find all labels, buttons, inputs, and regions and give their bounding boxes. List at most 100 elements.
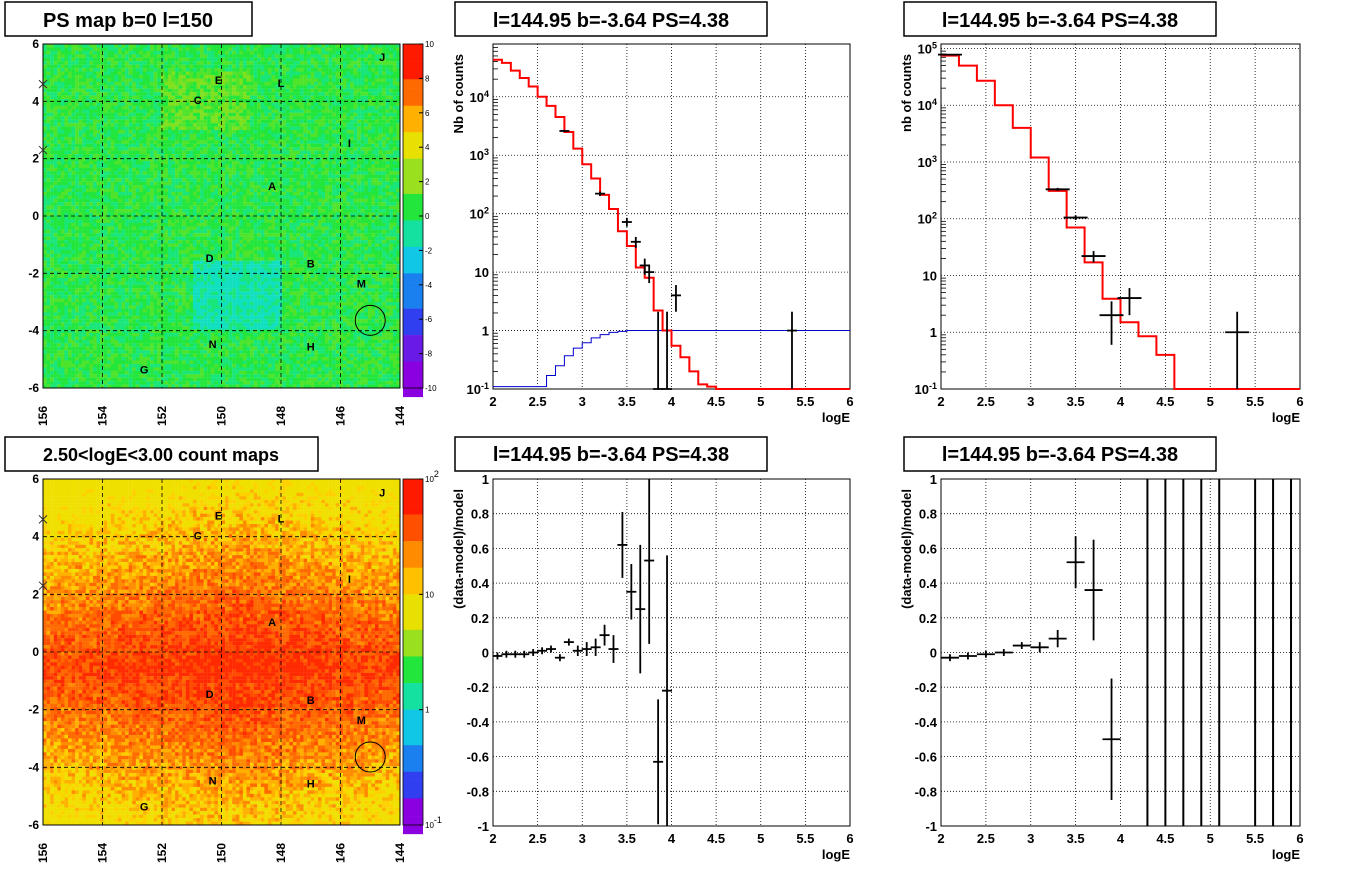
heatmap-cell: [310, 105, 315, 110]
heatmap-cell: [246, 130, 251, 134]
heatmap-cell: [214, 119, 219, 124]
heatmap-cell: [260, 140, 265, 144]
heatmap-cell: [335, 154, 340, 158]
heatmap-cell: [60, 167, 65, 172]
heatmap-cell: [282, 99, 286, 103]
heatmap-cell: [103, 74, 108, 79]
heatmap-cell: [296, 64, 301, 69]
heatmap-cell: [246, 126, 251, 131]
heatmap-cell: [314, 109, 319, 113]
heatmap-cell: [221, 150, 226, 155]
heatmap-cell: [232, 71, 236, 76]
heatmap-cell: [92, 95, 97, 100]
heatmap-cell: [367, 202, 372, 206]
heatmap-cell: [57, 164, 61, 168]
heatmap-cell: [275, 50, 279, 55]
heatmap-cell: [150, 99, 154, 103]
heatmap-cell: [275, 109, 279, 113]
heatmap-cell: [153, 209, 158, 213]
heatmap-cell: [357, 81, 361, 86]
heatmap-cell: [346, 116, 351, 120]
heatmap-cell: [128, 150, 133, 155]
heatmap-cell: [171, 64, 176, 69]
heatmap-cell: [60, 209, 65, 213]
heatmap-cell: [257, 123, 261, 127]
heatmap-cell: [146, 112, 151, 117]
heatmap-cell: [278, 195, 283, 199]
heatmap-cell: [271, 185, 276, 189]
heatmap-cell: [82, 171, 86, 175]
heatmap-cell: [221, 191, 226, 196]
heatmap-cell: [285, 150, 290, 155]
heatmap-cell: [153, 123, 158, 127]
heatmap-cell: [110, 191, 115, 196]
heatmap-cell: [257, 74, 261, 79]
heatmap-cell: [85, 112, 90, 117]
heatmap-cell: [364, 178, 369, 182]
heatmap-cell: [96, 61, 101, 65]
heatmap-cell: [282, 88, 286, 93]
heatmap-cell: [310, 174, 315, 179]
heatmap-cell: [50, 188, 54, 193]
heatmap-cell: [317, 195, 322, 199]
heatmap-cell: [135, 92, 140, 96]
heatmap-cell: [164, 71, 169, 76]
heatmap-cell: [160, 109, 165, 113]
heatmap-cell: [242, 71, 247, 76]
heatmap-cell: [110, 205, 115, 210]
heatmap-cell: [210, 198, 215, 203]
heatmap-cell: [146, 95, 151, 100]
heatmap-cell: [332, 78, 336, 82]
heatmap-cell: [146, 143, 151, 148]
heatmap-cell: [389, 188, 394, 193]
heatmap-cell: [285, 123, 290, 127]
heatmap-cell: [350, 95, 354, 100]
heatmap-cell: [67, 54, 72, 58]
heatmap-cell: [50, 44, 54, 48]
heatmap-cell: [339, 64, 344, 69]
heatmap-cell: [128, 54, 133, 58]
heatmap-cell: [185, 164, 190, 168]
heatmap-cell: [178, 64, 183, 69]
heatmap-cell: [178, 85, 183, 89]
heatmap-cell: [367, 109, 372, 113]
heatmap-cell: [43, 102, 47, 107]
heatmap-cell: [217, 191, 222, 196]
heatmap-cell: [310, 171, 315, 175]
heatmap-cell: [103, 185, 108, 189]
heatmap-cell: [271, 81, 276, 86]
heatmap-cell: [221, 181, 226, 186]
heatmap-cell: [342, 99, 347, 103]
heatmap-cell: [78, 92, 83, 96]
heatmap-cell: [103, 61, 108, 65]
heatmap-cell: [89, 54, 94, 58]
heatmap-cell: [235, 185, 240, 189]
heatmap-cell: [392, 160, 397, 165]
heatmap-cell: [239, 140, 244, 144]
heatmap-cell: [364, 54, 369, 58]
heatmap-cell: [378, 195, 383, 199]
heatmap-cell: [153, 133, 158, 138]
heatmap-cell: [100, 157, 104, 162]
heatmap-cell: [296, 123, 301, 127]
heatmap-cell: [239, 88, 244, 93]
heatmap-cell: [296, 81, 301, 86]
heatmap-cell: [378, 147, 383, 151]
heatmap-cell: [160, 150, 165, 155]
heatmap-cell: [82, 140, 86, 144]
heatmap-cell: [153, 57, 158, 62]
heatmap-cell: [342, 160, 347, 165]
heatmap-cell: [346, 171, 351, 175]
heatmap-cell: [321, 133, 326, 138]
heatmap-cell: [257, 195, 261, 199]
heatmap-cell: [203, 191, 208, 196]
heatmap-cell: [382, 205, 386, 210]
heatmap-cell: [275, 167, 279, 172]
heatmap-cell: [253, 154, 258, 158]
heatmap-cell: [292, 102, 297, 107]
heatmap-cell: [275, 150, 279, 155]
heatmap-cell: [267, 205, 272, 210]
heatmap-cell: [43, 71, 47, 76]
heatmap-cell: [92, 78, 97, 82]
heatmap-cell: [64, 136, 69, 141]
